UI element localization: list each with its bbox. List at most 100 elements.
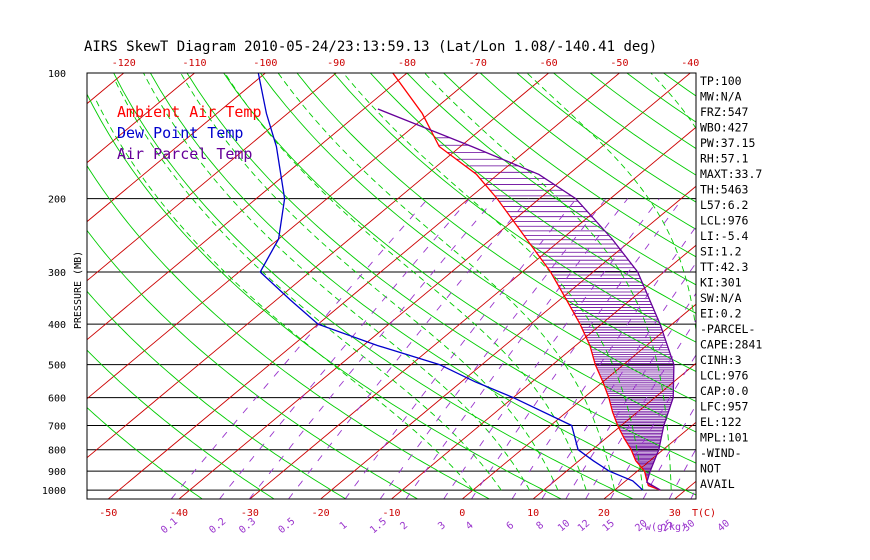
dry-adiabat-line	[87, 407, 203, 499]
mixing-ratio-tick-label: 4	[464, 520, 476, 532]
isotherm-line	[87, 73, 408, 341]
mixing-ratio-tick-label: 6	[505, 520, 517, 532]
temp-tick-label: 10	[527, 508, 539, 519]
mixing-ratio-line	[471, 198, 683, 499]
isotherm-line	[249, 126, 696, 499]
index-entry: CAPE:2841	[700, 338, 762, 352]
dry-adiabat-line	[810, 73, 870, 499]
moist-adiabat-line	[756, 73, 792, 490]
temp-tick-label: -10	[382, 508, 400, 519]
isotherm-line	[0, 73, 53, 499]
pressure-tick-label: 800	[48, 446, 66, 457]
mixing-ratio-tick-label: 0.5	[276, 516, 297, 536]
temp-tick-label: -20	[312, 508, 330, 519]
index-entry: TT:42.3	[700, 260, 749, 274]
index-entry: L57:6.2	[700, 198, 748, 212]
mixing-ratio-tick-label: 0.1	[159, 516, 180, 536]
mixing-ratio-tick-label: 12	[576, 518, 592, 534]
mixing-ratio-tick-label: 0.3	[237, 516, 258, 536]
dry-adiabat-line	[87, 290, 347, 499]
dry-adiabat-line	[223, 73, 696, 433]
legend-entry: Ambient Air Temp	[117, 103, 262, 121]
isotherm-line	[603, 421, 696, 499]
pressure-tick-label: 400	[48, 320, 66, 331]
dry-adiabat-line	[87, 93, 562, 499]
index-entry: LI:-5.4	[700, 229, 749, 243]
dry-adiabat-line	[847, 73, 870, 499]
temp-tick-label: 20	[598, 508, 610, 519]
mixing-ratio-tick-label: 10	[556, 518, 572, 534]
isotherm-line	[746, 73, 870, 499]
top-temp-tick-label: -80	[398, 58, 416, 69]
mixing-ratio-line	[248, 198, 496, 499]
index-entry: -WIND-	[700, 446, 742, 460]
dry-adiabat-line	[260, 73, 696, 402]
index-entry: MW:N/A	[700, 90, 742, 104]
dry-adiabat-line	[406, 73, 696, 286]
index-entry: PW:37.15	[700, 136, 755, 150]
pressure-tick-label: 500	[48, 361, 66, 372]
mixing-ratio-tick-label: 2	[399, 520, 411, 532]
index-entry: LCL:976	[700, 369, 749, 383]
mixing-ratio-units-label: w(g/kg)	[645, 522, 687, 533]
chart-title: AIRS SkewT Diagram 2010-05-24/23:13:59.1…	[84, 39, 657, 55]
moist-adiabat-line	[143, 73, 530, 491]
index-entry: FRZ:547	[700, 105, 749, 119]
dry-adiabat-line	[369, 73, 696, 314]
index-entry: TP:100	[700, 74, 742, 88]
mixing-ratio-tick-label: 40	[716, 518, 732, 534]
index-entry: WBO:427	[700, 121, 749, 135]
mixing-ratio-line	[170, 198, 429, 499]
mixing-ratio-line	[443, 198, 660, 499]
dry-adiabat-line	[296, 73, 696, 373]
dry-adiabat-line	[186, 73, 696, 464]
temp-tick-label: 30	[669, 508, 681, 519]
moist-adiabat-line	[224, 73, 587, 491]
isotherm-line	[87, 73, 195, 164]
index-entry: CINH:3	[700, 353, 742, 367]
top-temp-tick-label: -100	[253, 58, 277, 69]
pressure-tick-label: 300	[48, 268, 66, 279]
index-entry: MPL:101	[700, 431, 749, 445]
index-entry: MAXT:33.7	[700, 167, 762, 181]
top-temp-tick-label: -120	[112, 58, 136, 69]
pressure-tick-label: 100	[48, 69, 66, 80]
top-temp-tick-label: -70	[469, 58, 487, 69]
dry-adiabat-line	[87, 349, 275, 499]
moist-adiabat-line	[94, 98, 474, 491]
top-temp-tick-label: -110	[183, 58, 207, 69]
temp-tick-label: -30	[241, 508, 259, 519]
index-entry: AVAIL	[700, 477, 735, 491]
temp-tick-label: -40	[170, 508, 188, 519]
plot-frame	[86, 72, 697, 500]
mixing-ratio-tick-label: 3	[436, 520, 448, 532]
temp-units-label: T(C)	[692, 508, 716, 519]
top-temp-tick-label: -90	[327, 58, 345, 69]
mixing-ratio-line	[379, 198, 607, 499]
moist-adiabat-line	[115, 81, 502, 491]
mixing-ratio-tick-label: 0.2	[207, 516, 228, 536]
mixing-ratio-tick-label: 8	[534, 520, 546, 532]
y-axis-label: PRESSURE (MB)	[73, 251, 84, 329]
legend-entry: Air Parcel Temp	[117, 145, 252, 163]
mixing-ratio-line	[541, 262, 696, 499]
index-entry: EL:122	[700, 415, 742, 429]
ambient-temp-line	[392, 73, 661, 491]
isotherm-line	[320, 185, 696, 499]
index-entry: SI:1.2	[700, 245, 742, 259]
index-entry: -PARCEL-	[700, 322, 755, 336]
moist-adiabat-line	[526, 73, 696, 334]
isotherm-line	[178, 73, 691, 499]
pressure-tick-label: 600	[48, 394, 66, 405]
pressure-tick-label: 900	[48, 467, 66, 478]
dry-adiabat-line	[737, 73, 870, 499]
index-entry: NOT	[700, 462, 721, 476]
index-entry: TH:5463	[700, 183, 749, 197]
isotherm-line	[107, 73, 620, 499]
dry-adiabat-line	[333, 73, 696, 343]
index-entry: EI:0.2	[700, 307, 742, 321]
moist-adiabat-line	[277, 73, 615, 491]
isotherm-line	[87, 73, 337, 282]
dewpoint-temp-line	[257, 73, 644, 491]
